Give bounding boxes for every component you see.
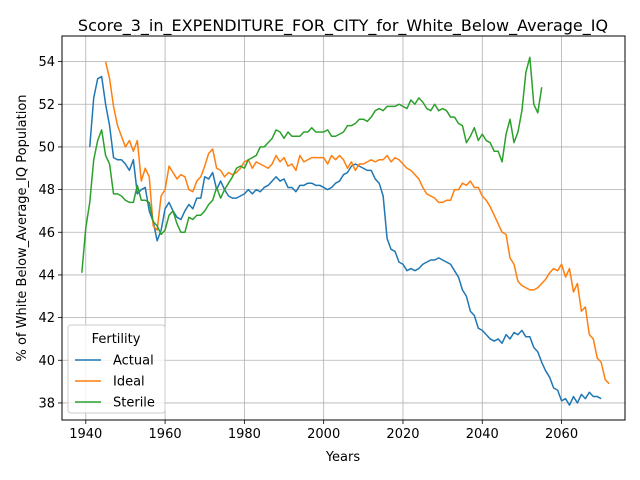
y-tick-label: 54 bbox=[38, 55, 55, 70]
legend: Fertility Actual Ideal Sterile bbox=[67, 324, 166, 414]
legend-label-actual: Actual bbox=[113, 354, 154, 369]
x-tick-label: 1960 bbox=[149, 427, 182, 442]
legend-items: Actual Ideal Sterile bbox=[75, 354, 155, 411]
y-tick-label: 44 bbox=[38, 268, 55, 283]
y-tick-label: 52 bbox=[38, 98, 55, 113]
x-tick-label: 1940 bbox=[69, 427, 102, 442]
x-tick-label: 2000 bbox=[307, 427, 340, 442]
x-tick-label: 2020 bbox=[386, 427, 419, 442]
series-line-ideal bbox=[104, 61, 610, 385]
legend-label-sterile: Sterile bbox=[113, 396, 155, 411]
x-tick-label: 2060 bbox=[545, 427, 578, 442]
series-line-actual bbox=[89, 75, 602, 406]
plot-frame bbox=[61, 35, 626, 421]
legend-title: Fertility bbox=[92, 332, 141, 347]
legend-box bbox=[67, 324, 166, 414]
series-line-sterile bbox=[81, 56, 543, 273]
y-axis-label: % of White Below_Average_IQ Population bbox=[15, 94, 30, 361]
axis-ticks: 1940 1960 1980 2000 2020 2040 2060 38 40 42 44 46 48… bbox=[38, 55, 578, 442]
y-tick-label: 38 bbox=[38, 396, 55, 411]
x-tick-label: 1980 bbox=[228, 427, 261, 442]
y-tick-label: 40 bbox=[38, 354, 55, 369]
y-tick-label: 48 bbox=[38, 183, 55, 198]
y-tick-label: 42 bbox=[38, 311, 55, 326]
y-tick-label: 46 bbox=[38, 226, 55, 241]
y-tick-label: 50 bbox=[38, 140, 55, 155]
x-axis-label: Years bbox=[325, 450, 361, 465]
x-tick-label: 2040 bbox=[466, 427, 499, 442]
chart-title: Score_3_in_EXPENDITURE_FOR_CITY_for_Whit… bbox=[78, 16, 608, 36]
legend-label-ideal: Ideal bbox=[113, 375, 145, 390]
series-lines bbox=[81, 56, 610, 406]
